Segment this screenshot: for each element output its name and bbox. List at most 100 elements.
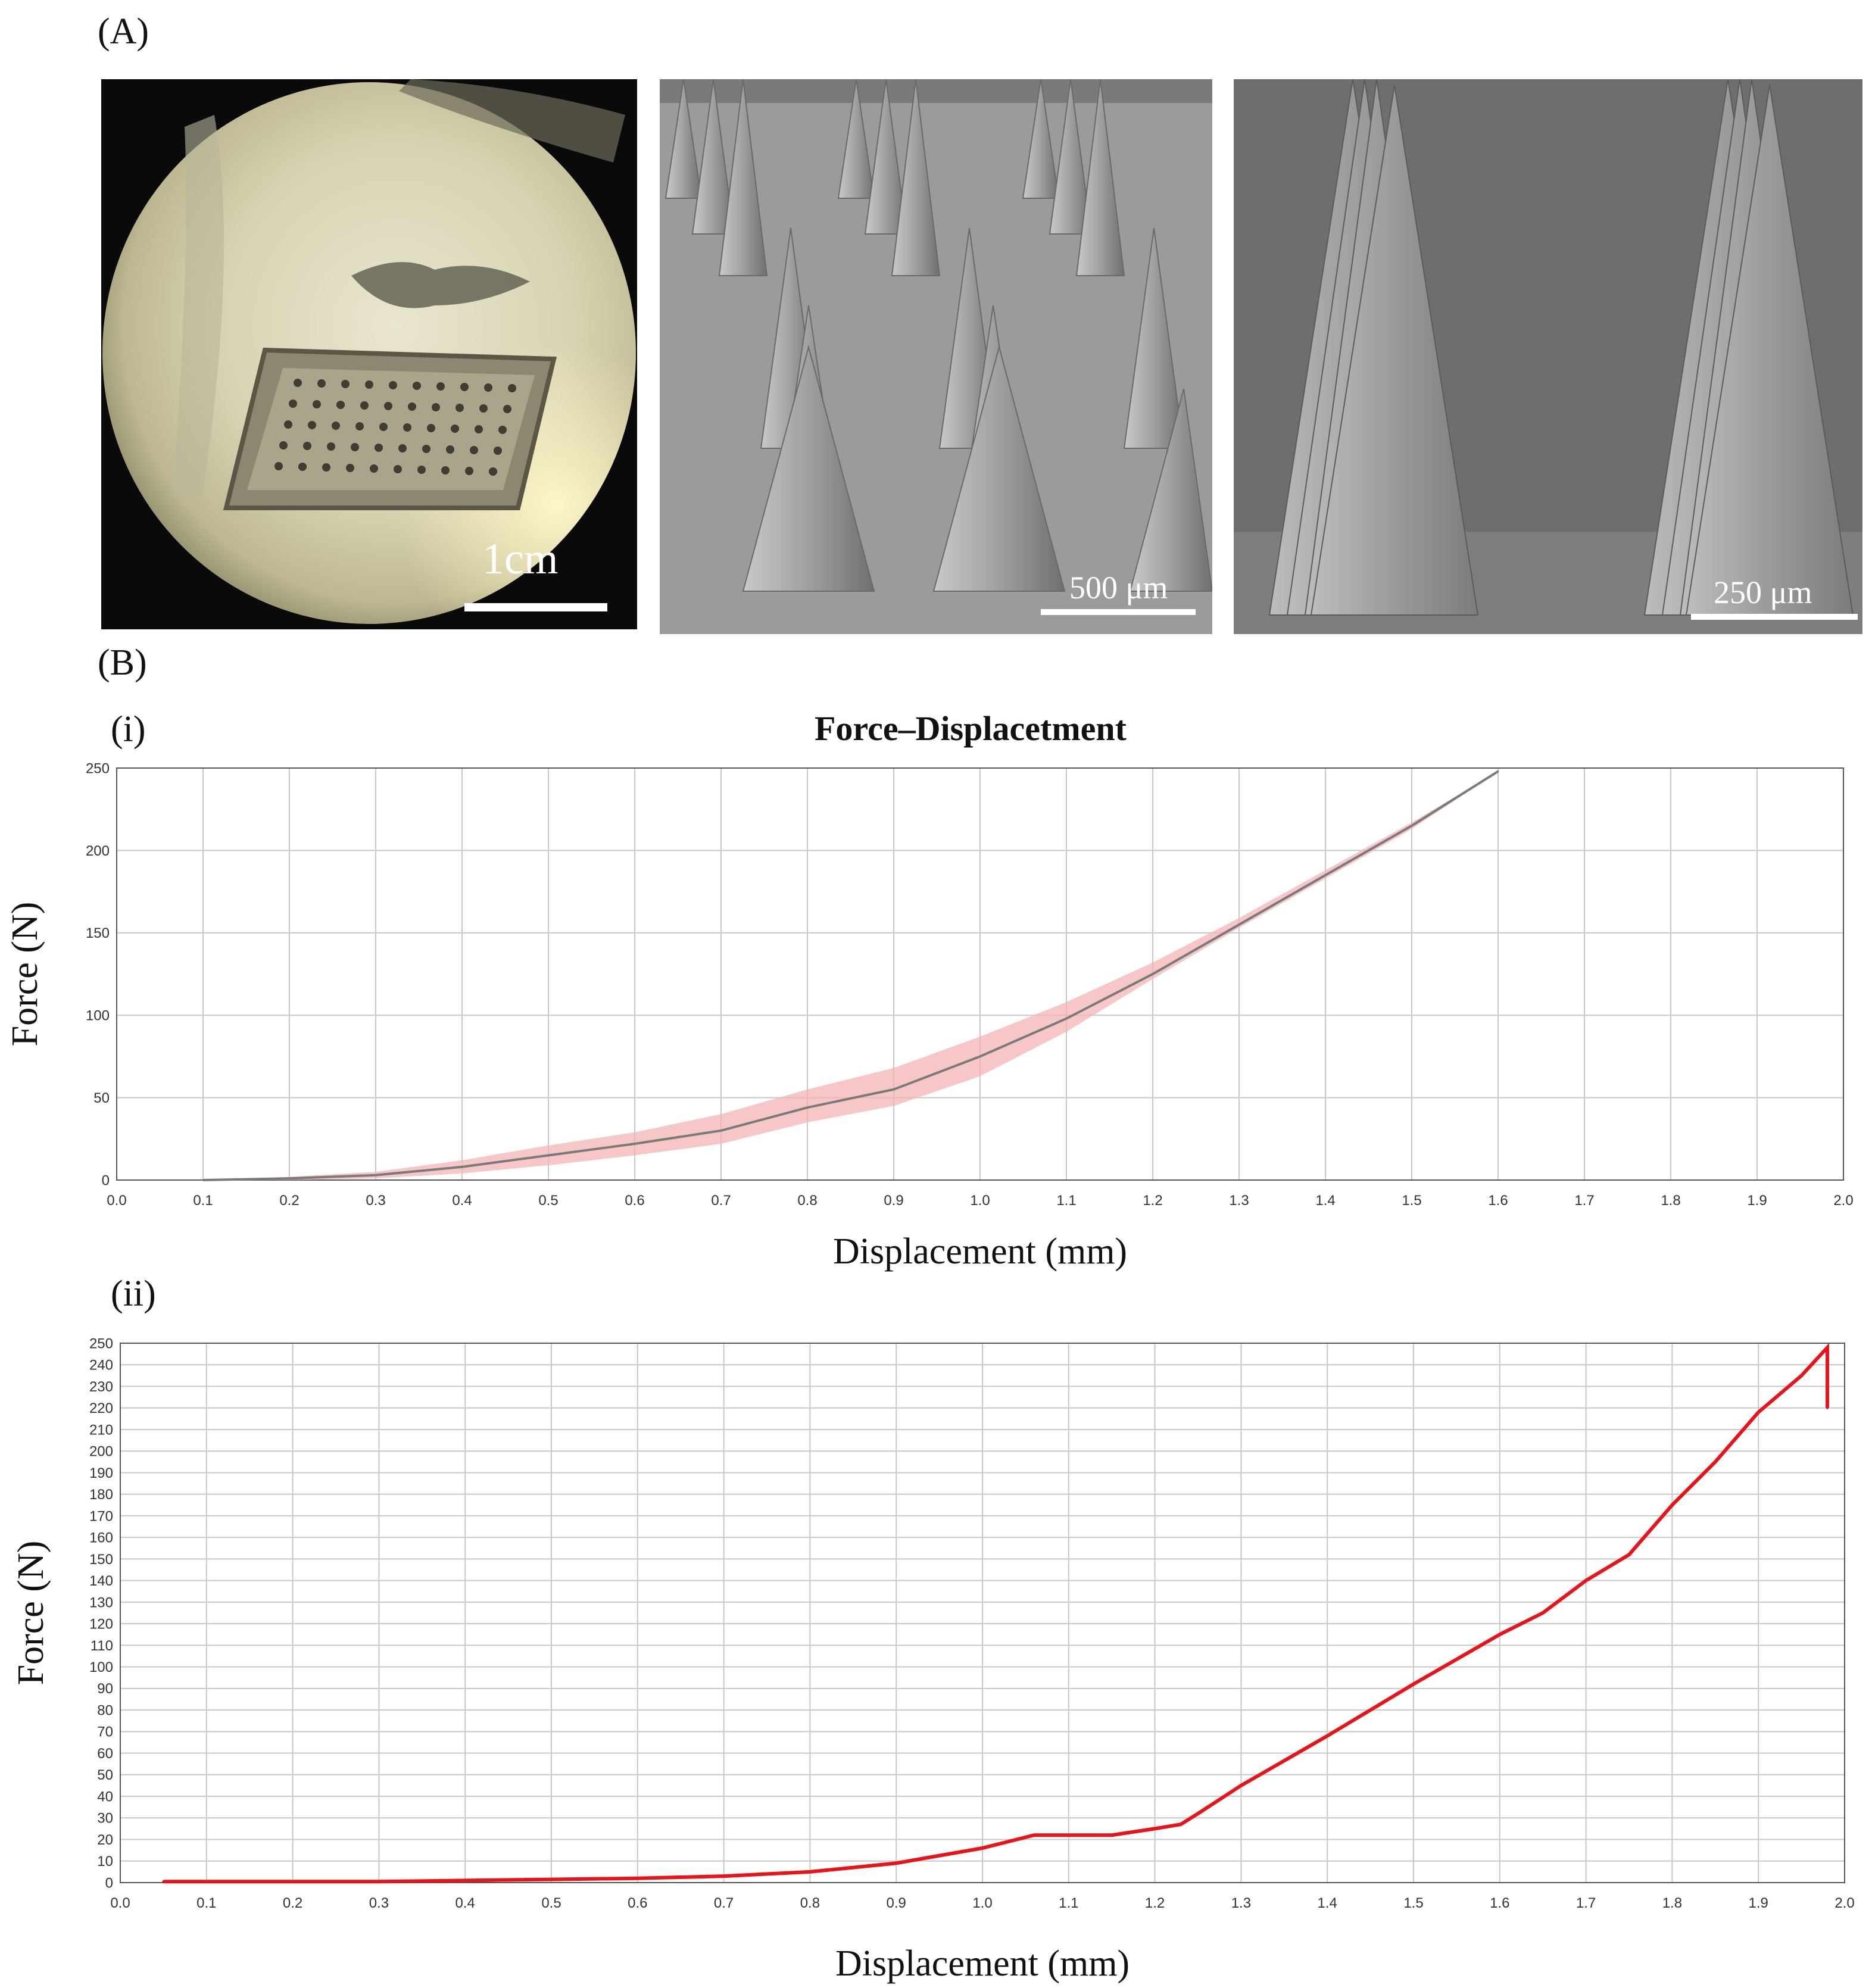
x-tick-label: 0.5 — [538, 1193, 558, 1209]
data-point — [636, 1877, 639, 1880]
x-tick-label: 0.5 — [541, 1895, 561, 1911]
y-tick-label: 200 — [89, 1444, 113, 1460]
x-tick-label: 2.0 — [1833, 1193, 1853, 1209]
data-point — [1714, 1460, 1717, 1463]
y-tick-label: 0 — [102, 1172, 110, 1188]
y-tick-label: 250 — [86, 760, 110, 776]
data-point — [1411, 825, 1413, 827]
x-tick-label: 1.6 — [1490, 1895, 1509, 1911]
data-point — [1065, 1018, 1068, 1020]
chart-i: 0.0 0.1 0.2 0.3 0.4 0.5 0.6 0.7 0.8 0.9 1.0 1.1 1.2 1… — [0, 750, 1872, 1298]
x-tick-label: 0.4 — [452, 1193, 472, 1209]
x-tick-label: 0.7 — [711, 1193, 731, 1209]
x-tick-label: 1.7 — [1576, 1895, 1596, 1911]
plot-border — [116, 767, 1844, 1181]
data-point — [634, 1143, 636, 1145]
x-tick-label: 1.3 — [1229, 1193, 1249, 1209]
y-tick-label: 70 — [97, 1724, 113, 1740]
data-point — [1197, 1812, 1199, 1815]
data-point — [1326, 1734, 1329, 1737]
y-tick-label: 200 — [86, 843, 110, 859]
y-tick-label: 0 — [105, 1875, 113, 1891]
x-axis-label: Displacement (mm) — [833, 1231, 1127, 1272]
y-tick-label: 210 — [89, 1422, 113, 1438]
x-tick-label: 0.3 — [369, 1895, 389, 1911]
y-tick-label: 150 — [86, 925, 110, 941]
panel-a-label: (A) — [98, 11, 149, 52]
chart-ii-label: (ii) — [111, 1274, 156, 1314]
x-tick-label: 1.8 — [1662, 1895, 1682, 1911]
y-tick-label: 30 — [97, 1811, 113, 1827]
y-tick-label: 160 — [89, 1530, 113, 1546]
data-point — [1032, 1834, 1035, 1837]
data-point — [464, 1879, 467, 1882]
x-tick-label: 1.4 — [1318, 1895, 1337, 1911]
x-tick-label: 0.1 — [193, 1193, 213, 1209]
x-tick-label: 0.6 — [625, 1193, 644, 1209]
x-tick-label: 1.7 — [1574, 1193, 1594, 1209]
y-tick-label: 10 — [97, 1853, 113, 1870]
y-tick-label: 230 — [89, 1379, 113, 1395]
y-tick-label: 80 — [97, 1702, 113, 1718]
data-point — [979, 1055, 981, 1057]
y-tick-label: 100 — [86, 1008, 110, 1024]
x-tick-label: 1.9 — [1747, 1193, 1767, 1209]
data-point — [893, 1088, 895, 1091]
data-point — [1628, 1553, 1630, 1556]
data-point — [722, 1875, 725, 1878]
x-tick-label: 1.2 — [1143, 1193, 1162, 1209]
y-tick-label: 170 — [89, 1508, 113, 1524]
chart-i-title: Force–Displacetment — [815, 709, 1127, 748]
y-tick-label: 190 — [89, 1465, 113, 1481]
data-point — [895, 1862, 898, 1865]
x-tick-label: 0.0 — [107, 1193, 126, 1209]
data-point — [1584, 1579, 1587, 1582]
data-point — [1826, 1406, 1829, 1409]
x-tick-label: 0.1 — [196, 1895, 216, 1911]
y-tick-label: 140 — [89, 1573, 113, 1589]
y-tick-label: 240 — [89, 1357, 113, 1374]
y-tick-label: 60 — [97, 1746, 113, 1762]
x-axis-label: Displacement (mm) — [835, 1943, 1130, 1984]
data-point — [1826, 1346, 1829, 1349]
data-point — [1240, 1784, 1243, 1787]
data-point — [1015, 1838, 1018, 1841]
y-tick-label: 220 — [89, 1400, 113, 1416]
data-point — [1671, 1503, 1674, 1506]
y-axis-label: Force (N) — [5, 902, 45, 1047]
data-point — [1152, 973, 1154, 975]
x-tick-label: 0.9 — [884, 1193, 903, 1209]
x-tick-label: 0.8 — [800, 1895, 820, 1911]
x-tick-label: 1.6 — [1488, 1193, 1508, 1209]
scale-label-1cm: 1cm — [482, 535, 558, 583]
data-point — [1498, 1633, 1501, 1636]
x-tick-label: 0.3 — [366, 1193, 385, 1209]
data-point — [1324, 874, 1327, 876]
data-point — [1800, 1374, 1803, 1377]
x-tick-label: 1.8 — [1661, 1193, 1680, 1209]
x-tick-label: 1.1 — [1056, 1193, 1076, 1209]
data-point — [375, 1174, 377, 1176]
data-point — [1110, 1834, 1113, 1837]
data-point — [162, 1880, 165, 1883]
data-point — [1180, 1823, 1183, 1826]
x-tick-label: 1.3 — [1231, 1895, 1251, 1911]
data-point — [1153, 1827, 1156, 1830]
series-line — [202, 770, 1499, 1181]
data-point — [205, 1880, 208, 1883]
x-tick-label: 1.5 — [1403, 1895, 1423, 1911]
data-point — [202, 1179, 204, 1181]
x-tick-label: 1.5 — [1402, 1193, 1421, 1209]
panel-b-label: (B) — [98, 642, 147, 683]
chart-i-label: (i) — [111, 709, 146, 750]
y-tick-label: 150 — [89, 1552, 113, 1568]
sem-closeup-image: 250 μm — [1234, 79, 1862, 634]
data-point — [809, 1870, 812, 1873]
x-tick-label: 0.2 — [283, 1895, 302, 1911]
data-point — [1412, 1683, 1415, 1686]
x-tick-label: 1.4 — [1315, 1193, 1335, 1209]
data-point — [461, 1166, 463, 1168]
y-tick-label: 40 — [97, 1789, 113, 1805]
data-point — [981, 1847, 984, 1850]
optical-photo: 1cm — [101, 79, 637, 629]
